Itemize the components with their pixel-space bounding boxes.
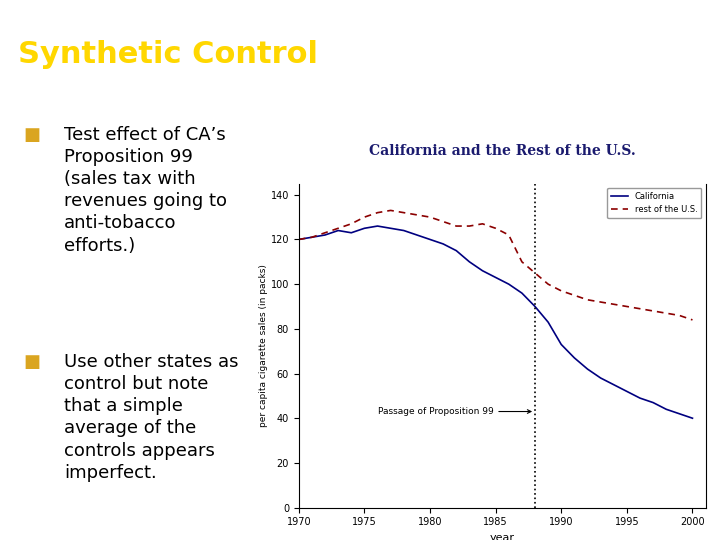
California	[557, 341, 566, 348]
rest of the U.S.	[438, 218, 447, 225]
California	[307, 234, 316, 240]
California	[400, 227, 408, 234]
rest of the U.S.	[478, 220, 487, 227]
California	[636, 395, 644, 401]
California	[544, 319, 552, 326]
rest of the U.S.	[688, 316, 697, 323]
California	[596, 375, 605, 381]
California	[360, 225, 369, 232]
Text: ■: ■	[23, 126, 40, 144]
California	[478, 267, 487, 274]
rest of the U.S.	[320, 230, 329, 236]
rest of the U.S.	[360, 214, 369, 220]
rest of the U.S.	[465, 223, 474, 230]
rest of the U.S.	[570, 292, 579, 299]
California	[609, 381, 618, 388]
California	[688, 415, 697, 421]
rest of the U.S.	[544, 281, 552, 287]
rest of the U.S.	[649, 308, 657, 314]
rest of the U.S.	[373, 210, 382, 216]
rest of the U.S.	[294, 236, 303, 242]
Legend: California, rest of the U.S.: California, rest of the U.S.	[607, 188, 701, 218]
California	[373, 223, 382, 230]
Line: California: California	[299, 226, 693, 418]
California	[662, 406, 670, 413]
rest of the U.S.	[426, 214, 434, 220]
rest of the U.S.	[609, 301, 618, 307]
California	[294, 236, 303, 242]
rest of the U.S.	[347, 220, 356, 227]
rest of the U.S.	[531, 270, 539, 276]
California	[334, 227, 343, 234]
California	[387, 225, 395, 232]
rest of the U.S.	[413, 212, 421, 218]
Text: Passage of Proposition 99: Passage of Proposition 99	[377, 407, 531, 416]
California	[320, 232, 329, 238]
Text: Synthetic Control: Synthetic Control	[18, 40, 318, 69]
California	[675, 410, 684, 417]
California	[531, 303, 539, 310]
rest of the U.S.	[505, 232, 513, 238]
rest of the U.S.	[452, 223, 461, 230]
X-axis label: year: year	[490, 533, 515, 540]
rest of the U.S.	[491, 225, 500, 232]
Text: Use other states as
control but note
that a simple
average of the
controls appea: Use other states as control but note tha…	[64, 353, 238, 482]
California	[649, 400, 657, 406]
California	[570, 355, 579, 361]
Text: ■: ■	[23, 353, 40, 371]
rest of the U.S.	[662, 310, 670, 316]
rest of the U.S.	[675, 312, 684, 319]
Y-axis label: per capita cigarette sales (in packs): per capita cigarette sales (in packs)	[258, 264, 268, 427]
California	[505, 281, 513, 287]
Text: Test effect of CA’s
Proposition 99
(sales tax with
revenues going to
anti-tobacc: Test effect of CA’s Proposition 99 (sale…	[64, 126, 227, 255]
California	[623, 388, 631, 395]
Line: rest of the U.S.: rest of the U.S.	[299, 211, 693, 320]
rest of the U.S.	[623, 303, 631, 310]
rest of the U.S.	[518, 259, 526, 265]
rest of the U.S.	[596, 299, 605, 305]
rest of the U.S.	[307, 234, 316, 240]
rest of the U.S.	[334, 225, 343, 232]
rest of the U.S.	[387, 207, 395, 214]
California	[413, 232, 421, 238]
rest of the U.S.	[400, 210, 408, 216]
California	[452, 247, 461, 254]
rest of the U.S.	[583, 296, 592, 303]
California	[518, 290, 526, 296]
California	[347, 230, 356, 236]
California	[465, 259, 474, 265]
California	[426, 236, 434, 242]
California	[491, 274, 500, 281]
California	[438, 241, 447, 247]
rest of the U.S.	[636, 306, 644, 312]
Text: California and the Rest of the U.S.: California and the Rest of the U.S.	[369, 144, 636, 158]
California	[583, 366, 592, 372]
rest of the U.S.	[557, 288, 566, 294]
